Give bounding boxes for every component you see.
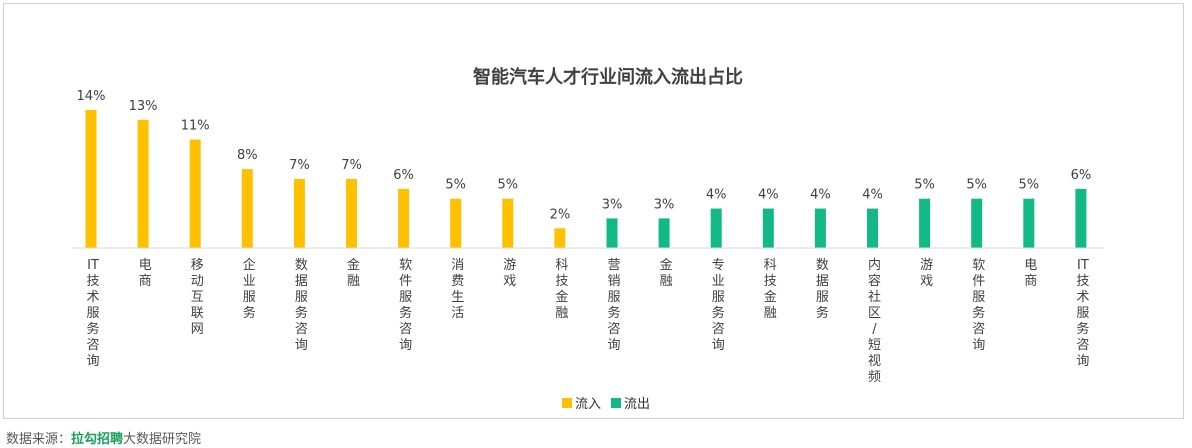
bar-inflow-1 [137,119,149,248]
bar-inflow-8 [502,198,514,248]
bar-outflow-4 [814,208,826,248]
data-label-inflow-7: 5% [445,178,466,193]
x-tick-outflow-5: 内容社区/短视频 [868,257,881,385]
source-brand: 拉勾招聘 [71,432,124,447]
data-label-inflow-8: 5% [497,178,518,193]
x-tick-outflow-9: IT 技术服务咨询 [1076,258,1089,369]
x-tick-outflow-6: 游戏 [920,258,933,289]
data-label-outflow-3: 4% [758,188,779,203]
bar-outflow-7 [971,198,983,248]
bar-outflow-6 [919,198,931,248]
source-suffix: 大数据研究院 [123,432,202,447]
source-note: 数据来源：拉勾招聘大数据研究院 [6,428,201,447]
bar-inflow-2 [189,139,201,248]
bar-chart: 智能汽车人才行业间流入流出占比 14% 13% 11% 8% 7% 7% 6% 5% 5% 2% 3… [72,66,1104,385]
bar-outflow-1 [658,218,670,248]
x-tick-inflow-0: IT 技术服务咨询 [86,258,99,369]
x-tick-inflow-4: 数据服务咨询 [295,258,308,353]
data-label-inflow-0: 14% [77,89,106,104]
bar-outflow-2 [710,208,722,248]
x-tick-outflow-4: 数据服务 [816,258,829,321]
data-label-outflow-5: 4% [862,188,883,203]
data-label-outflow-8: 5% [1018,178,1039,193]
legend-swatch-inflow [562,397,572,408]
data-label-inflow-5: 7% [341,158,362,173]
bar-outflow-8 [1023,198,1035,248]
legend-label-outflow: 流出 [624,397,651,412]
bar-inflow-0 [85,109,97,249]
data-label-inflow-1: 13% [129,99,158,114]
data-label-outflow-2: 4% [706,188,727,203]
x-tick-outflow-8: 电商 [1024,258,1037,289]
bar-inflow-7 [450,198,462,248]
bars-layer [85,109,1087,249]
bar-outflow-9 [1075,188,1087,248]
bar-outflow-5 [867,208,878,248]
bar-inflow-6 [398,188,410,248]
x-tick-outflow-1: 金融 [660,257,673,289]
bar-inflow-9 [554,228,566,248]
legend-item-outflow: 流出 [611,393,650,412]
x-tick-inflow-6: 软件服务咨询 [399,258,412,353]
labels-layer: 14% 13% 11% 8% 7% 7% 6% 5% 5% 2% 3% 3% 4% 4% 4% 4% 5% 5% 5… [77,89,1092,222]
x-tick-inflow-1: 电商 [139,258,152,289]
bar-outflow-3 [762,208,774,248]
legend-item-inflow: 流入 [562,393,601,412]
data-label-outflow-6: 5% [914,178,935,193]
x-tick-inflow-5: 金融 [347,257,360,289]
bar-outflow-0 [606,218,618,248]
data-label-inflow-3: 8% [237,148,258,163]
data-label-outflow-0: 3% [602,197,623,212]
data-label-inflow-6: 6% [393,168,414,183]
x-tick-inflow-9: 科技金融 [555,258,568,321]
x-tick-outflow-3: 科技金融 [764,258,777,321]
x-tick-outflow-7: 软件服务咨询 [972,258,985,353]
bar-inflow-4 [293,178,305,248]
x-tick-outflow-0: 营销服务咨询 [607,258,620,353]
data-label-outflow-4: 4% [810,188,831,203]
x-tick-outflow-2: 专业服务咨询 [712,258,725,353]
data-label-outflow-7: 5% [966,178,987,193]
legend: 流入 流出 [562,393,660,412]
x-tick-inflow-2: 移动互联网 [191,258,204,337]
legend-label-inflow: 流入 [575,397,602,412]
bar-inflow-3 [241,169,253,248]
source-prefix: 数据来源： [6,432,72,447]
data-label-inflow-9: 2% [550,207,571,222]
legend-swatch-outflow [611,397,622,408]
x-tick-inflow-3: 企业服务 [243,257,256,321]
chart-title: 智能汽车人才行业间流入流出占比 [473,66,743,88]
x-tick-inflow-7: 消费生活 [451,258,464,321]
data-label-outflow-1: 3% [654,197,675,212]
bar-inflow-5 [346,178,357,248]
x-tick-labels: IT 技术服务咨询 电商 移动互联网 企业服务 数据服务咨询 金融 软件服务咨询 消费生活 游戏 科… [86,257,1089,385]
data-label-inflow-4: 7% [289,158,310,173]
x-tick-inflow-8: 游戏 [503,258,516,289]
data-label-inflow-2: 11% [181,119,210,134]
chart-frame: 智能汽车人才行业间流入流出占比 14% 13% 11% 8% 7% 7% 6% 5% 5% 2% 3… [3,3,1184,419]
data-label-outflow-9: 6% [1071,168,1092,183]
